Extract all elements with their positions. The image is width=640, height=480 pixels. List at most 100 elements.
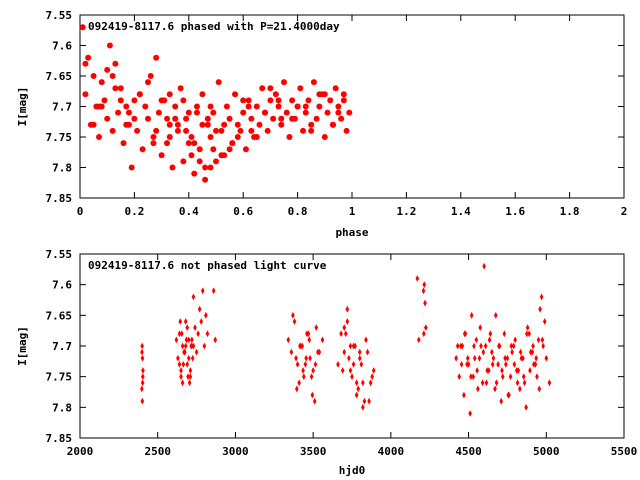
data-point [79,24,86,31]
data-point [422,281,427,289]
x-tick-label: 3500 [300,445,327,458]
data-point [199,318,204,325]
data-point [226,115,233,122]
data-point [193,109,200,116]
data-point [521,354,525,362]
data-point [176,354,180,362]
data-point [502,330,507,338]
x-tick-label: 1.4 [451,205,471,218]
data-point [342,324,347,331]
data-point [242,146,249,153]
data-point [306,330,311,338]
data-point [497,342,501,350]
data-point [174,121,181,128]
data-point [177,85,184,92]
y-tick-label: 7.7 [52,340,72,353]
data-point [484,379,489,387]
data-point [145,79,151,86]
data-point [191,140,198,147]
data-point [178,318,183,325]
data-point [462,391,466,399]
y-tick-label: 7.65 [46,70,73,83]
data-point [528,367,532,374]
data-point [259,85,266,92]
data-point [469,311,474,319]
y-axis-label: I[mag] [16,326,29,366]
data-point [459,361,464,368]
data-point [85,54,92,61]
data-point [458,342,463,350]
data-point [531,342,535,350]
data-point [534,354,539,362]
data-point [213,158,219,165]
data-point [514,367,519,374]
data-point [245,103,252,110]
data-point [155,109,162,116]
data-point [479,342,483,350]
data-point [286,134,293,140]
data-point [106,42,113,49]
data-point [348,367,353,374]
data-point [221,121,228,128]
data-point [196,158,203,165]
data-point [513,336,518,344]
data-point [207,103,214,110]
data-point [289,97,296,104]
data-point [370,373,375,381]
data-point [140,373,145,381]
data-point [357,354,362,362]
data-point [232,91,239,98]
data-point [140,385,144,393]
data-point [499,397,504,405]
data-point [423,299,427,307]
data-point [272,91,279,98]
data-point [112,85,119,92]
data-point [136,91,143,98]
data-point [424,324,428,331]
data-point [525,330,529,338]
data-point [191,342,196,350]
data-point [294,354,298,362]
data-point [469,373,473,381]
data-point [336,361,340,368]
data-point [96,134,103,140]
data-series [140,262,552,417]
data-point [472,342,476,350]
data-point [310,391,315,399]
data-point [256,121,263,128]
data-point [147,73,154,79]
data-point [177,330,182,338]
data-point [179,367,183,374]
data-point [188,152,195,159]
data-point [164,115,171,122]
data-point [218,152,225,159]
data-point [98,79,105,86]
data-point [321,134,328,140]
data-point [82,91,89,98]
data-point [180,158,187,165]
x-tick-label: 2500 [144,445,171,458]
data-point [312,397,317,405]
data-point [186,336,191,344]
data-point [500,373,505,381]
data-point [123,103,130,110]
data-point [351,361,356,368]
data-point [289,348,294,356]
data-point [140,348,144,356]
data-point [166,91,173,98]
data-point [204,311,208,319]
data-point [454,354,458,362]
data-point [188,134,195,140]
data-point [500,367,504,374]
data-point [354,391,359,399]
data-point [506,391,511,399]
data-point [362,397,367,405]
data-point [183,127,190,134]
data-point [240,109,247,116]
data-point [368,379,373,387]
x-tick-label: 1.8 [560,205,580,218]
data-point [240,97,247,104]
data-point [123,121,130,128]
